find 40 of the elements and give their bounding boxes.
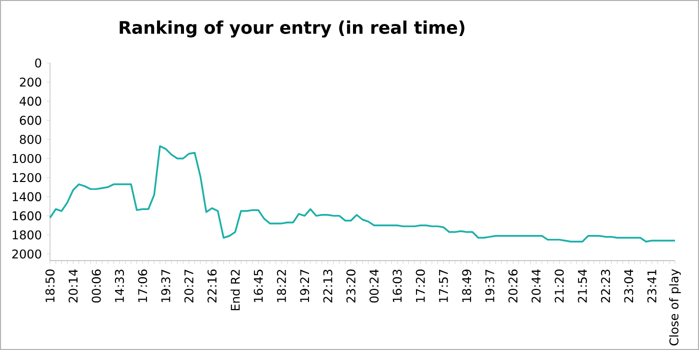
x-tick-label: 16:45 <box>254 270 263 302</box>
x-tick-label: 19:27 <box>300 270 310 302</box>
x-tick-label: Close of play <box>669 268 681 346</box>
x-tick-label: 23:20 <box>346 269 356 302</box>
x-tick-label: 00:06 <box>92 269 101 302</box>
x-tick-label: 19:37 <box>485 270 494 302</box>
y-tick-label: 2000 <box>12 249 42 258</box>
chart-title: Ranking of your entry (in real time) <box>120 20 464 38</box>
x-tick-label: 21:54 <box>578 269 587 302</box>
y-tick-label: 1000 <box>12 154 42 163</box>
x-tick-label: 17:06 <box>138 269 148 302</box>
x-tick-label: 14:33 <box>114 269 124 302</box>
y-tick-label: 200 <box>20 77 42 86</box>
y-tick-label: 1800 <box>12 230 42 240</box>
x-tick-label: 00:24 <box>370 269 379 302</box>
y-tick-label: 800 <box>20 134 42 144</box>
x-tick-label: 19:37 <box>161 270 170 302</box>
x-tick-label: 23:41 <box>647 270 656 302</box>
y-tick-label: 600 <box>20 116 42 125</box>
x-tick-label: 20:44 <box>532 269 541 302</box>
y-tick-label: 1600 <box>12 211 42 220</box>
x-tick-label: 17:57 <box>439 270 448 302</box>
y-tick-label: 400 <box>20 96 42 106</box>
y-tick-label: 0 <box>35 58 42 68</box>
x-tick-label: 22:16 <box>208 269 217 302</box>
x-tick-label: 16:03 <box>392 269 402 302</box>
x-tick-label: End R2 <box>230 270 240 310</box>
y-tick-label: 1400 <box>12 192 42 202</box>
x-tick-label: 20:14 <box>68 269 78 302</box>
x-tick-label: 23:04 <box>624 269 634 302</box>
x-tick-label: 22:23 <box>601 269 610 302</box>
x-tick-label: 20:26 <box>508 269 518 302</box>
x-tick-label: 18:50 <box>45 269 55 302</box>
x-tick-label: 18:22 <box>276 270 286 302</box>
x-tick-label: 22:13 <box>323 269 332 302</box>
x-tick-label: 17:20 <box>416 269 425 302</box>
x-tick-label: 20:27 <box>184 270 194 302</box>
x-tick-label: 21:20 <box>554 269 564 302</box>
x-tick-label: 18:49 <box>462 269 472 302</box>
y-tick-label: 1200 <box>12 172 42 182</box>
